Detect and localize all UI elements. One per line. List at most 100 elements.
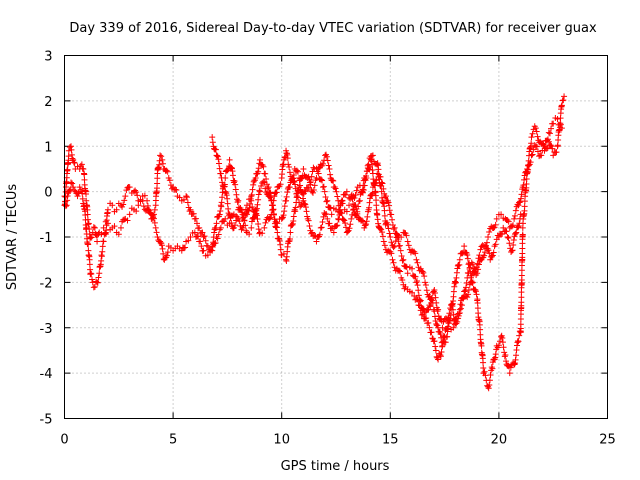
data-point-B — [85, 241, 92, 248]
data-point-A — [64, 166, 71, 173]
data-point-A — [90, 224, 97, 231]
data-point-B — [279, 214, 286, 221]
data-point-C — [240, 222, 247, 229]
data-point-B — [485, 385, 492, 392]
data-point-C — [486, 250, 493, 257]
data-point-A — [187, 206, 194, 213]
data-point-B — [309, 229, 316, 236]
data-point-B — [437, 331, 444, 338]
data-point-C — [323, 153, 330, 160]
data-point-A — [176, 194, 183, 201]
data-point-B — [381, 207, 388, 214]
data-point-A — [81, 171, 88, 178]
data-point-C — [330, 177, 337, 184]
x-tick-label: 15 — [382, 433, 399, 448]
x-tick-label: 0 — [60, 433, 68, 448]
data-point-A — [426, 324, 433, 331]
data-point-B — [134, 192, 141, 199]
data-point-C — [510, 241, 517, 248]
data-point-C — [255, 168, 262, 175]
data-point-A — [70, 156, 77, 163]
data-point-C — [397, 247, 404, 254]
data-point-B — [529, 130, 536, 137]
data-point-B — [481, 368, 488, 375]
data-point-C — [454, 318, 461, 325]
data-point-A — [530, 146, 537, 153]
data-point-C — [417, 297, 424, 304]
data-point-B — [95, 274, 102, 281]
data-point-A — [518, 191, 525, 198]
data-point-B — [164, 249, 171, 256]
data-point-C — [388, 211, 395, 218]
data-point-B — [313, 238, 320, 245]
data-point-B — [253, 205, 260, 212]
data-point-A — [321, 188, 328, 195]
data-point-B — [528, 140, 535, 147]
data-point-A — [425, 319, 432, 326]
data-point-A — [70, 159, 77, 166]
data-point-A — [388, 250, 395, 257]
data-point-B — [284, 189, 291, 196]
data-point-C — [380, 185, 387, 192]
data-point-A — [435, 356, 442, 363]
data-point-C — [394, 234, 401, 241]
data-point-C — [425, 306, 432, 313]
data-point-B — [501, 349, 508, 356]
data-point-C — [248, 191, 255, 198]
data-point-A — [214, 235, 221, 242]
data-point-A — [390, 259, 397, 266]
data-point-A — [91, 224, 98, 231]
data-point-B — [423, 287, 430, 294]
data-point-A — [515, 202, 522, 209]
data-point-B — [453, 274, 460, 281]
data-point-B — [248, 218, 255, 225]
data-point-C — [396, 242, 403, 249]
data-point-A — [65, 153, 72, 160]
data-point-A — [117, 224, 124, 231]
data-point-B — [412, 250, 419, 257]
data-point-C — [260, 163, 267, 170]
data-point-B — [364, 162, 371, 169]
data-point-B — [160, 250, 167, 257]
data-point-A — [432, 347, 439, 354]
data-point-B — [324, 215, 331, 222]
data-point-B — [474, 300, 481, 307]
data-point-C — [252, 175, 259, 182]
data-point-C — [287, 229, 294, 236]
data-point-A — [373, 197, 380, 204]
data-point-B — [469, 279, 476, 286]
data-point-B — [281, 203, 288, 210]
data-point-C — [390, 226, 397, 233]
data-point-C — [314, 168, 321, 175]
data-point-C — [466, 265, 473, 272]
data-point-C — [429, 295, 436, 302]
data-point-C — [344, 228, 351, 235]
data-point-B — [334, 222, 341, 229]
data-point-C — [293, 199, 300, 206]
data-point-C — [506, 240, 513, 247]
data-point-C — [385, 199, 392, 206]
data-point-C — [214, 152, 221, 159]
data-point-A — [88, 234, 95, 241]
data-point-A — [180, 196, 187, 203]
data-point-B — [369, 152, 376, 159]
data-point-C — [366, 204, 373, 211]
data-point-C — [379, 180, 386, 187]
data-point-A — [517, 195, 524, 202]
data-point-C — [340, 216, 347, 223]
data-point-B — [323, 211, 330, 218]
data-point-B — [561, 93, 568, 100]
data-point-B — [71, 187, 78, 194]
data-point-C — [446, 310, 453, 317]
data-point-C — [347, 221, 354, 228]
data-point-C — [510, 236, 517, 243]
data-point-B — [82, 216, 89, 223]
x-tick-label: 25 — [599, 433, 616, 448]
data-point-C — [256, 156, 263, 163]
data-point-B — [489, 365, 496, 372]
data-point-B — [543, 145, 550, 152]
data-point-C — [331, 183, 338, 190]
data-point-A — [492, 221, 499, 228]
data-point-C — [274, 229, 281, 236]
data-point-B — [303, 208, 310, 215]
